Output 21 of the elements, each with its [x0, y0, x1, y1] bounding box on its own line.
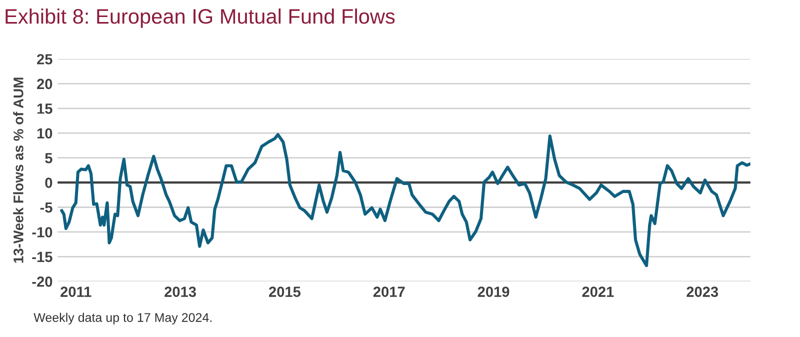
y-tick-label: 20 — [37, 78, 52, 90]
y-tick-label: 10 — [37, 128, 52, 139]
x-tick-label: 2013 — [164, 286, 196, 297]
y-tick-label: 25 — [37, 54, 52, 64]
x-tick-label: 2015 — [268, 286, 301, 297]
x-tick-label: 2011 — [60, 286, 92, 297]
text: Weekly data up to 17 May 2024. — [34, 312, 212, 324]
x-tick-label: 2019 — [478, 286, 510, 297]
y-tick-label: -5 — [40, 202, 52, 213]
y-tick-label: 15 — [37, 104, 52, 114]
y-tick-label: 5 — [45, 153, 52, 164]
y-tick-label: -15 — [32, 252, 52, 262]
y-tick-label: -10 — [32, 227, 52, 238]
line-series — [60, 133, 750, 268]
y-tick-label: 0 — [45, 178, 52, 188]
x-tick-label: 2023 — [686, 286, 718, 297]
x-tick-label: 2021 — [582, 286, 614, 297]
x-tick-label: 2017 — [373, 286, 405, 297]
y-tick-label: -20 — [32, 276, 52, 287]
chart-title: Exhibit 8: European IG Mutual Fund Flows — [6, 8, 395, 28]
y-axis-title: 13-Week Flows as % of AUM — [13, 78, 24, 263]
